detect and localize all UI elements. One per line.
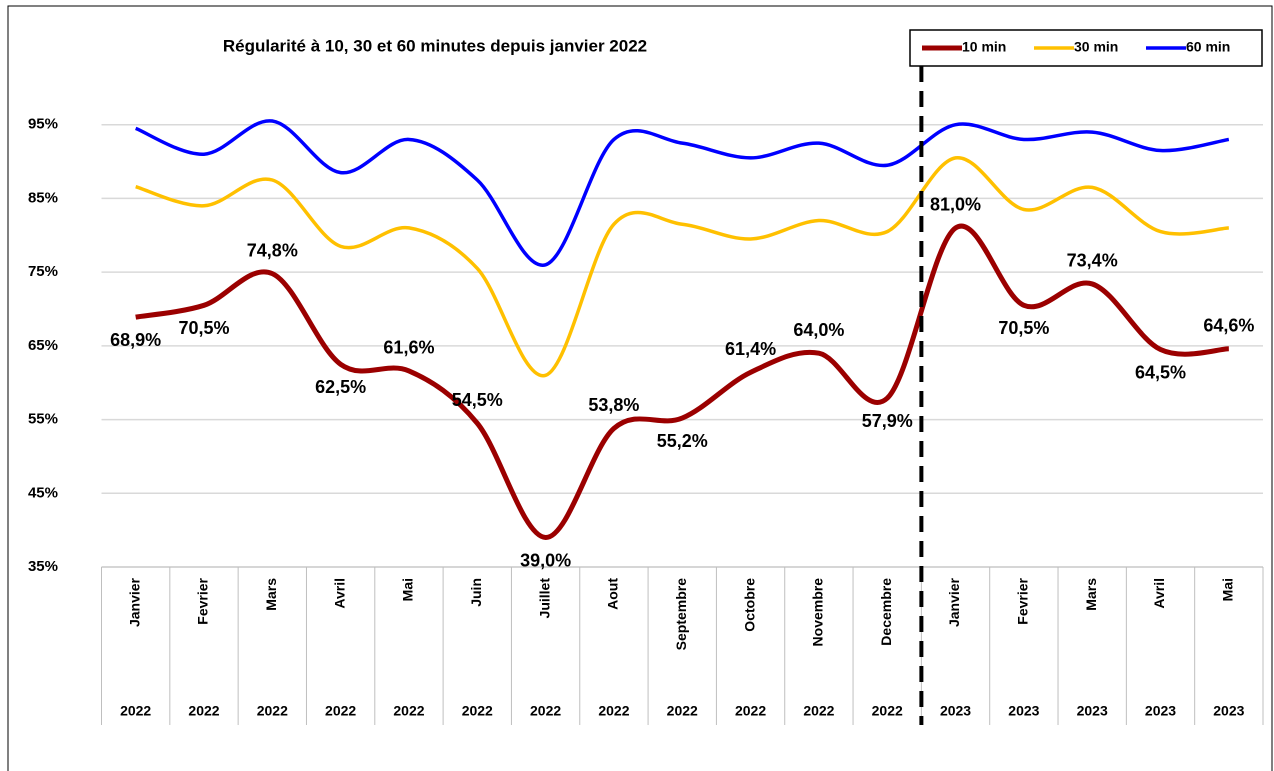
x-tick-label: Mars: [1083, 578, 1099, 611]
x-tick-label: Mai: [1220, 578, 1236, 601]
series-line: [134, 119, 1230, 267]
y-tick-label: 35%: [28, 558, 58, 575]
x-tick-label: Fevrier: [195, 577, 211, 624]
data-label: 55,2%: [657, 431, 708, 451]
year-label: 2022: [598, 703, 629, 719]
x-tick-label: Fevrier: [1015, 577, 1031, 624]
x-tick-label: Juillet: [536, 578, 552, 619]
year-label: 2022: [735, 703, 766, 719]
year-label: 2022: [462, 703, 493, 719]
x-tick-label: Avril: [1151, 578, 1167, 609]
chart-title: Régularité à 10, 30 et 60 minutes depuis…: [223, 36, 647, 55]
year-label: 2022: [667, 703, 698, 719]
data-label: 64,0%: [793, 320, 844, 340]
data-label: 74,8%: [247, 240, 298, 260]
year-label: 2023: [1213, 703, 1244, 719]
data-label: 61,6%: [383, 338, 434, 358]
data-label: 53,8%: [588, 395, 639, 415]
year-label: 2022: [257, 703, 288, 719]
x-tick-label: Janvier: [126, 577, 142, 627]
data-label: 70,5%: [178, 318, 229, 338]
data-label: 54,5%: [452, 390, 503, 410]
data-label: 57,9%: [862, 411, 913, 431]
year-label: 2022: [530, 703, 561, 719]
frame: [7, 5, 1273, 771]
year-label: 2022: [393, 703, 424, 719]
year-label: 2022: [188, 703, 219, 719]
x-tick-label: Mars: [263, 578, 279, 611]
y-tick-label: 75%: [28, 263, 58, 280]
y-tick-label: 85%: [28, 189, 58, 206]
data-label: 68,9%: [110, 330, 161, 350]
year-label: 2023: [1145, 703, 1176, 719]
y-tick-label: 55%: [28, 411, 58, 428]
legend-box: [909, 29, 1263, 67]
data-label: 81,0%: [930, 195, 981, 215]
data-label: 61,4%: [725, 339, 776, 359]
x-tick-label: Decembre: [878, 578, 894, 646]
data-label: 62,5%: [315, 377, 366, 397]
year-label: 2022: [325, 703, 356, 719]
year-label: 2023: [1077, 703, 1108, 719]
legend-label: 10 min: [962, 39, 1006, 55]
x-tick-label: Aout: [605, 578, 621, 610]
data-label: 73,4%: [1067, 251, 1118, 271]
series-line: [135, 223, 1230, 541]
year-label: 2023: [1008, 703, 1039, 719]
x-tick-label: Janvier: [946, 577, 962, 627]
year-label: 2022: [872, 703, 903, 719]
data-label: 64,6%: [1203, 316, 1254, 336]
data-label: 70,5%: [998, 318, 1049, 338]
y-tick-label: 65%: [28, 337, 58, 354]
year-label: 2023: [940, 703, 971, 719]
y-tick-label: 45%: [28, 484, 58, 501]
y-tick-label: 95%: [28, 116, 58, 133]
x-tick-label: Septembre: [673, 578, 689, 651]
legend-label: 60 min: [1186, 39, 1230, 55]
x-tick-label: Novembre: [810, 578, 826, 647]
data-label: 39,0%: [520, 550, 571, 570]
data-label: 64,5%: [1135, 362, 1186, 382]
year-label: 2022: [120, 703, 151, 719]
legend-label: 30 min: [1074, 39, 1118, 55]
x-tick-label: Mai: [400, 578, 416, 601]
x-tick-label: Avril: [331, 578, 347, 609]
x-tick-label: Juin: [468, 578, 484, 607]
year-label: 2022: [803, 703, 834, 719]
series-line: [135, 156, 1229, 378]
x-tick-label: Octobre: [741, 578, 757, 632]
